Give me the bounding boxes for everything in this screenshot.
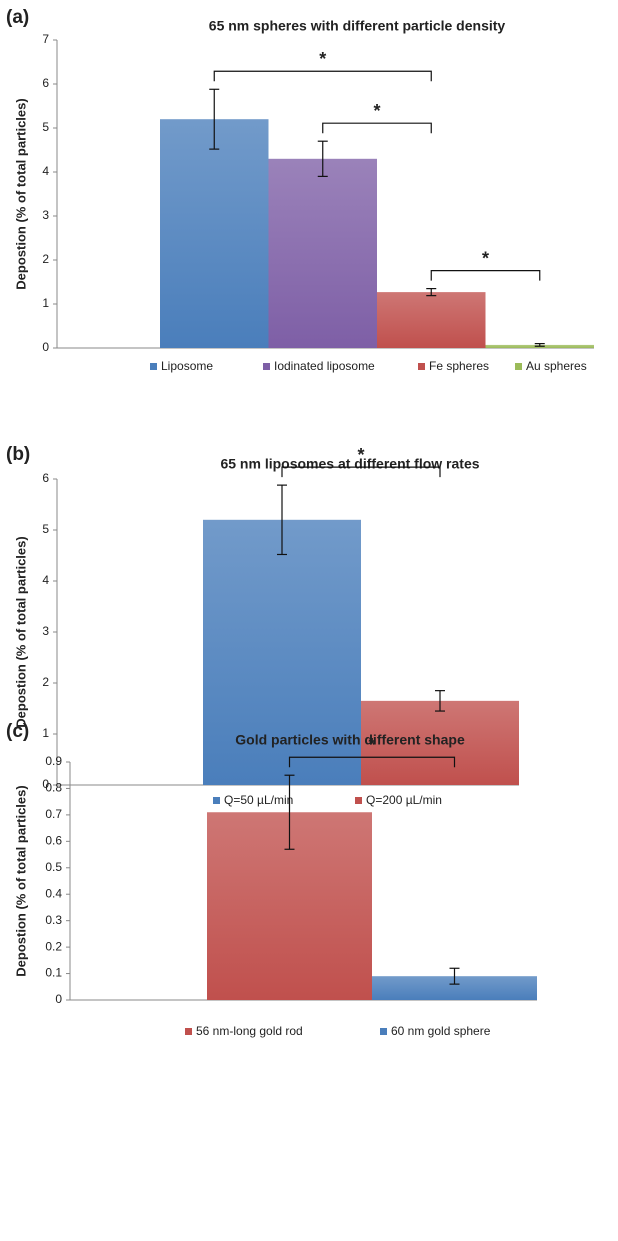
significance-bracket bbox=[281, 466, 441, 478]
legend-label: Q=50 µL/min bbox=[224, 793, 293, 807]
legend-swatch bbox=[418, 363, 425, 370]
chart-title: 65 nm spheres with different particle de… bbox=[209, 18, 506, 34]
y-tick-label: 0.7 bbox=[45, 807, 62, 821]
y-tick-label: 0.3 bbox=[45, 913, 62, 927]
legend-swatch bbox=[213, 797, 220, 804]
y-tick-label: 0.2 bbox=[45, 939, 62, 953]
error-bar bbox=[209, 88, 220, 150]
y-tick-label: 0 bbox=[55, 992, 62, 1006]
significance-star: * bbox=[373, 101, 380, 121]
y-tick-label: 0.6 bbox=[45, 834, 62, 848]
panel-label: (b) bbox=[6, 444, 30, 465]
y-tick-label: 5 bbox=[42, 120, 49, 134]
y-tick-label: 4 bbox=[42, 573, 49, 587]
legend-label: Liposome bbox=[161, 359, 213, 373]
significance-star: * bbox=[319, 49, 326, 69]
significance-bracket bbox=[213, 70, 432, 82]
y-tick-label: 0.9 bbox=[45, 754, 62, 768]
error-bar bbox=[277, 484, 287, 556]
y-tick-label: 3 bbox=[42, 208, 49, 222]
significance-star: * bbox=[368, 735, 375, 755]
error-bar bbox=[284, 774, 295, 850]
chart-title: Gold particles with different shape bbox=[235, 732, 465, 748]
significance-star: * bbox=[357, 445, 364, 465]
y-tick-label: 0.1 bbox=[45, 966, 62, 980]
y-tick-label: 0.5 bbox=[45, 860, 62, 874]
y-tick-label: 1 bbox=[42, 296, 49, 310]
legend-label: 60 nm gold sphere bbox=[391, 1024, 491, 1038]
significance-bracket bbox=[288, 756, 456, 768]
legend-label: Iodinated liposome bbox=[274, 359, 375, 373]
bar bbox=[160, 119, 269, 348]
legend-swatch bbox=[355, 797, 362, 804]
y-tick-label: 0.8 bbox=[45, 781, 62, 795]
significance-bracket bbox=[322, 122, 432, 134]
error-bar bbox=[317, 140, 328, 177]
legend-swatch bbox=[263, 363, 270, 370]
legend-swatch bbox=[150, 363, 157, 370]
legend-swatch bbox=[380, 1028, 387, 1035]
bar bbox=[203, 519, 361, 785]
y-tick-label: 1 bbox=[42, 726, 49, 740]
legend-swatch bbox=[515, 363, 522, 370]
bar bbox=[268, 158, 377, 348]
y-axis-label: Depostion (% of total particles) bbox=[13, 785, 28, 976]
y-tick-label: 2 bbox=[42, 675, 49, 689]
y-tick-label: 6 bbox=[42, 471, 49, 485]
error-bar bbox=[449, 967, 460, 985]
y-tick-label: 0.4 bbox=[45, 886, 62, 900]
bar bbox=[361, 700, 519, 785]
bar bbox=[377, 292, 486, 348]
legend-swatch bbox=[185, 1028, 192, 1035]
panel-label: (a) bbox=[6, 7, 29, 28]
y-tick-label: 2 bbox=[42, 252, 49, 266]
y-tick-label: 6 bbox=[42, 76, 49, 90]
legend-label: Au spheres bbox=[526, 359, 587, 373]
error-bar bbox=[534, 343, 545, 347]
y-tick-label: 7 bbox=[42, 32, 49, 46]
y-tick-label: 0 bbox=[42, 340, 49, 354]
y-tick-label: 0 bbox=[42, 777, 49, 791]
y-tick-label: 4 bbox=[42, 164, 49, 178]
y-axis-label: Depostion (% of total particles) bbox=[13, 536, 28, 727]
error-bar bbox=[435, 690, 445, 712]
legend-label: 56 nm-long gold rod bbox=[196, 1024, 303, 1038]
error-bar bbox=[426, 288, 437, 297]
legend-label: Q=200 µL/min bbox=[366, 793, 442, 807]
legend-label: Fe spheres bbox=[429, 359, 489, 373]
significance-star: * bbox=[482, 248, 489, 268]
bar bbox=[372, 976, 537, 1000]
y-tick-label: 3 bbox=[42, 624, 49, 638]
significance-bracket bbox=[430, 270, 541, 281]
panel-label: (c) bbox=[6, 721, 29, 742]
y-tick-label: 5 bbox=[42, 522, 49, 536]
y-axis-label: Depostion (% of total particles) bbox=[13, 98, 28, 289]
chart-title: 65 nm liposomes at different flow rates bbox=[220, 456, 479, 472]
